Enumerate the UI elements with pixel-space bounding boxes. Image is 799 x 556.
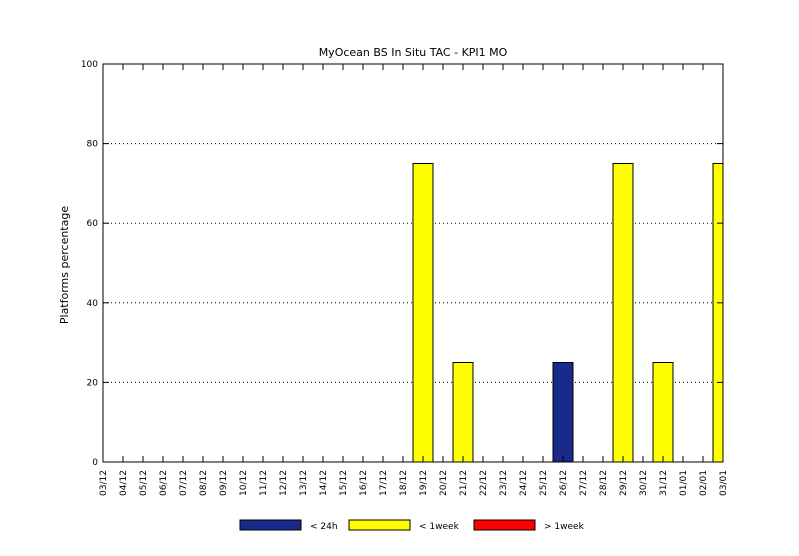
x-tick-label-1: 04/12 bbox=[119, 470, 129, 496]
x-tick-label-2: 05/12 bbox=[139, 470, 149, 496]
x-tick-label-8: 11/12 bbox=[259, 470, 269, 496]
x-tick-label-13: 16/12 bbox=[359, 470, 369, 496]
x-tick-label-21: 24/12 bbox=[519, 470, 529, 496]
x-tick-label-15: 18/12 bbox=[399, 470, 409, 496]
bar-31-12-series-1 bbox=[652, 362, 674, 463]
x-tick-label-4: 07/12 bbox=[179, 470, 189, 496]
x-tick-label-7: 10/12 bbox=[239, 470, 249, 496]
legend-label-2: > 1week bbox=[544, 522, 585, 532]
x-tick-label-0: 03/12 bbox=[99, 470, 109, 496]
x-tick-label-26: 29/12 bbox=[619, 470, 629, 496]
bars bbox=[412, 163, 724, 463]
x-tick-label-24: 27/12 bbox=[579, 470, 589, 496]
y-tick-label-60: 60 bbox=[87, 219, 99, 229]
plot-frame bbox=[102, 63, 724, 463]
legend-swatch-1 bbox=[348, 519, 411, 531]
legend-swatch-0 bbox=[239, 519, 302, 531]
y-tick-label-40: 40 bbox=[87, 299, 99, 309]
chart-title: MyOcean BS In Situ TAC - KPI1 MO bbox=[319, 46, 508, 59]
x-tick-label-5: 08/12 bbox=[199, 470, 209, 496]
x-tick-label-23: 26/12 bbox=[559, 470, 569, 496]
x-tick-label-30: 02/01 bbox=[699, 470, 709, 496]
x-tick-label-3: 06/12 bbox=[159, 470, 169, 496]
x-tick-label-12: 15/12 bbox=[339, 470, 349, 496]
x-tick-label-31: 03/01 bbox=[719, 470, 729, 496]
x-tick-label-19: 22/12 bbox=[479, 470, 489, 496]
axis-ticks: 0 20 40 60 80 100 03/12 04/12 05/12 06/12 07/12 08/… bbox=[81, 60, 729, 496]
x-tick-label-11: 14/12 bbox=[319, 470, 329, 496]
x-tick-label-9: 12/12 bbox=[279, 470, 289, 496]
y-tick-label-80: 80 bbox=[87, 140, 99, 150]
x-tick-label-10: 13/12 bbox=[299, 470, 309, 496]
x-tick-label-22: 25/12 bbox=[539, 470, 549, 496]
legend-label-1: < 1week bbox=[419, 522, 460, 532]
x-tick-label-27: 30/12 bbox=[639, 470, 649, 496]
legend-label-0: < 24h bbox=[310, 522, 338, 532]
bar-26-12-series-0 bbox=[552, 362, 574, 463]
x-tick-label-20: 23/12 bbox=[499, 470, 509, 496]
y-tick-label-20: 20 bbox=[87, 378, 99, 388]
x-tick-label-18: 21/12 bbox=[459, 470, 469, 496]
bar-03-01-series-1 bbox=[712, 163, 724, 463]
x-tick-label-17: 20/12 bbox=[439, 470, 449, 496]
y-axis-label: Platforms percentage bbox=[58, 206, 71, 324]
x-tick-label-16: 19/12 bbox=[419, 470, 429, 496]
x-tick-label-14: 17/12 bbox=[379, 470, 389, 496]
x-tick-label-25: 28/12 bbox=[599, 470, 609, 496]
y-tick-label-0: 0 bbox=[92, 458, 98, 468]
x-tick-label-29: 01/01 bbox=[679, 470, 689, 496]
legend-swatch-2 bbox=[473, 519, 536, 531]
bar-19-12-series-1 bbox=[412, 163, 434, 463]
bar-29-12-series-1 bbox=[612, 163, 634, 463]
bar-21-12-series-1 bbox=[452, 362, 474, 463]
x-tick-label-28: 31/12 bbox=[659, 470, 669, 496]
legend: < 24h < 1week > 1week bbox=[239, 519, 585, 532]
x-tick-label-6: 09/12 bbox=[219, 470, 229, 496]
y-tick-label-100: 100 bbox=[81, 60, 98, 70]
